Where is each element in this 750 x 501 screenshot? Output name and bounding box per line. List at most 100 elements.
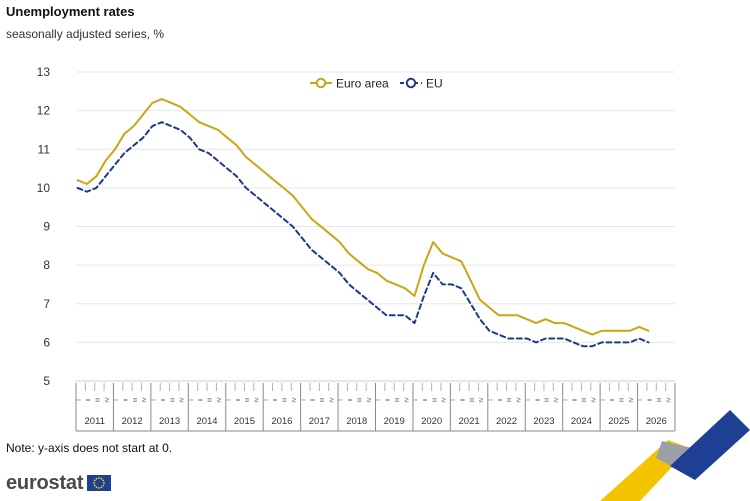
- quarter-label: II: [86, 398, 92, 402]
- quarter-label: IV: [404, 397, 410, 403]
- series-line-eu: [76, 121, 650, 348]
- series-line-euro-area: [76, 98, 650, 336]
- year-label-2024: 2024: [571, 416, 592, 427]
- legend[interactable]: Euro area EU: [310, 77, 443, 91]
- chart-subtitle: seasonally adjusted series, %: [6, 27, 165, 41]
- quarter-label: II: [123, 398, 129, 402]
- quarter-label: IV: [442, 397, 448, 403]
- quarter-label: IV: [554, 397, 560, 403]
- quarter-label: IV: [479, 397, 485, 403]
- footnote: Note: y-axis does not start at 0.: [6, 441, 173, 455]
- y-tick-label-10: 10: [37, 181, 51, 195]
- quarter-label: IV: [217, 397, 223, 403]
- year-label-2014: 2014: [196, 416, 217, 427]
- y-tick-labels: 5 6 7 8 9 10 11 12 13: [37, 65, 51, 388]
- quarter-label: I: [189, 399, 195, 401]
- quarter-label: II: [161, 398, 167, 402]
- quarter-label: II: [273, 398, 279, 402]
- legend-marker: [405, 77, 417, 89]
- quarter-label: I: [526, 399, 532, 401]
- quarter-label: II: [460, 398, 466, 402]
- quarter-label: III: [208, 397, 214, 402]
- quarter-label: II: [573, 398, 579, 402]
- quarter-label: III: [395, 397, 401, 402]
- y-grid-lines: [76, 71, 675, 382]
- quarter-label: III: [357, 397, 363, 402]
- year-label-2017: 2017: [309, 416, 330, 427]
- y-tick-label-8: 8: [43, 258, 50, 272]
- quarter-label: II: [348, 398, 354, 402]
- eurostat-logo: eurostat: [6, 471, 112, 495]
- quarter-label: III: [133, 397, 139, 402]
- quarter-label: III: [620, 397, 626, 402]
- y-tick-label-7: 7: [43, 297, 50, 311]
- legend-label-euro-area: Euro area: [336, 77, 389, 91]
- quarter-label: I: [301, 399, 307, 401]
- year-label-2019: 2019: [384, 416, 405, 427]
- year-label-2015: 2015: [234, 416, 255, 427]
- year-label-2012: 2012: [122, 416, 143, 427]
- quarter-label: I: [114, 399, 120, 401]
- quarter-label: I: [488, 399, 494, 401]
- y-tick-label-11: 11: [38, 142, 51, 156]
- quarter-label: II: [311, 398, 317, 402]
- quarter-label: II: [610, 398, 616, 402]
- year-label-2023: 2023: [533, 416, 554, 427]
- quarter-label: III: [320, 397, 326, 402]
- year-label-2013: 2013: [159, 416, 180, 427]
- quarter-label: IV: [666, 397, 672, 403]
- quarter-label: II: [535, 398, 541, 402]
- series-lines: [76, 98, 650, 348]
- legend-label-eu: EU: [426, 77, 443, 91]
- legend-marker: [315, 77, 327, 89]
- y-tick-label-9: 9: [43, 220, 50, 234]
- quarter-label: I: [638, 399, 644, 401]
- quarter-label: IV: [629, 397, 635, 403]
- quarter-label: III: [432, 397, 438, 402]
- quarter-label: IV: [105, 397, 111, 403]
- quarter-label: IV: [591, 397, 597, 403]
- logo-text: eurostat: [6, 471, 84, 494]
- quarter-label: II: [498, 398, 504, 402]
- quarter-label: I: [152, 399, 158, 401]
- quarter-label: I: [563, 399, 569, 401]
- quarter-label: I: [414, 399, 420, 401]
- quarter-label: I: [451, 399, 457, 401]
- quarter-label: IV: [180, 397, 186, 403]
- quarter-label: IV: [142, 397, 148, 403]
- year-label-2020: 2020: [421, 416, 442, 427]
- quarter-label: I: [226, 399, 232, 401]
- quarter-label: IV: [292, 397, 298, 403]
- quarter-label: II: [236, 398, 242, 402]
- chart-title: Unemployment rates: [6, 4, 135, 19]
- year-label-2025: 2025: [608, 416, 629, 427]
- quarter-label: III: [170, 397, 176, 402]
- eu-flag-icon: [87, 475, 112, 491]
- y-tick-label-12: 12: [37, 104, 51, 118]
- quarter-label: III: [657, 397, 663, 402]
- quarter-label: III: [582, 397, 588, 402]
- decorative-ribbon-graphic: [600, 410, 750, 501]
- year-label-2026: 2026: [646, 416, 667, 427]
- quarter-label: IV: [255, 397, 261, 403]
- y-tick-label-6: 6: [43, 335, 50, 349]
- y-tick-label-13: 13: [37, 65, 51, 79]
- quarter-label: III: [470, 397, 476, 402]
- quarter-label: II: [648, 398, 654, 402]
- year-label-2011: 2011: [85, 416, 105, 427]
- quarter-label: I: [77, 399, 83, 401]
- quarter-label: II: [198, 398, 204, 402]
- quarter-label: III: [95, 397, 101, 402]
- year-label-2018: 2018: [346, 416, 367, 427]
- quarter-label: III: [283, 397, 289, 402]
- quarter-label: I: [264, 399, 270, 401]
- quarter-label: IV: [367, 397, 373, 403]
- y-tick-label-5: 5: [43, 374, 50, 388]
- year-label-2021: 2021: [459, 416, 480, 427]
- quarter-label: IV: [517, 397, 523, 403]
- quarter-label: II: [386, 398, 392, 402]
- year-label-2016: 2016: [271, 416, 292, 427]
- quarter-label: II: [423, 398, 429, 402]
